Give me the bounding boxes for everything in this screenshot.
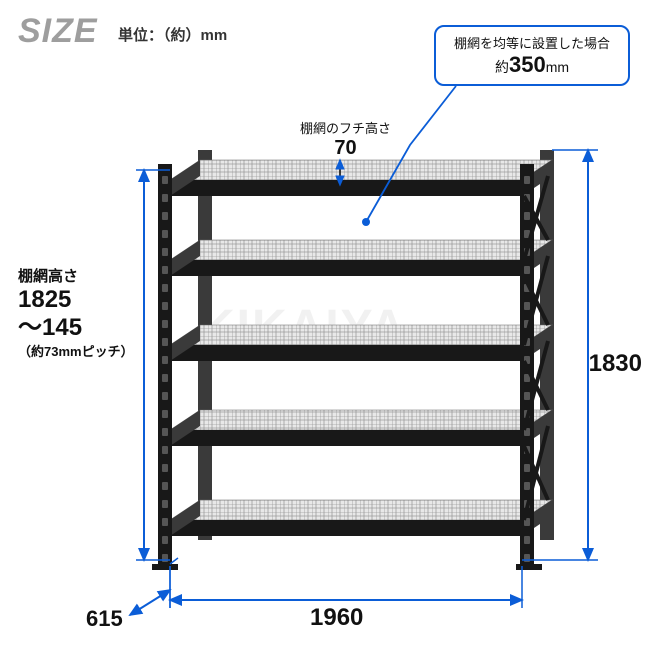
diagram-svg (0, 0, 660, 660)
